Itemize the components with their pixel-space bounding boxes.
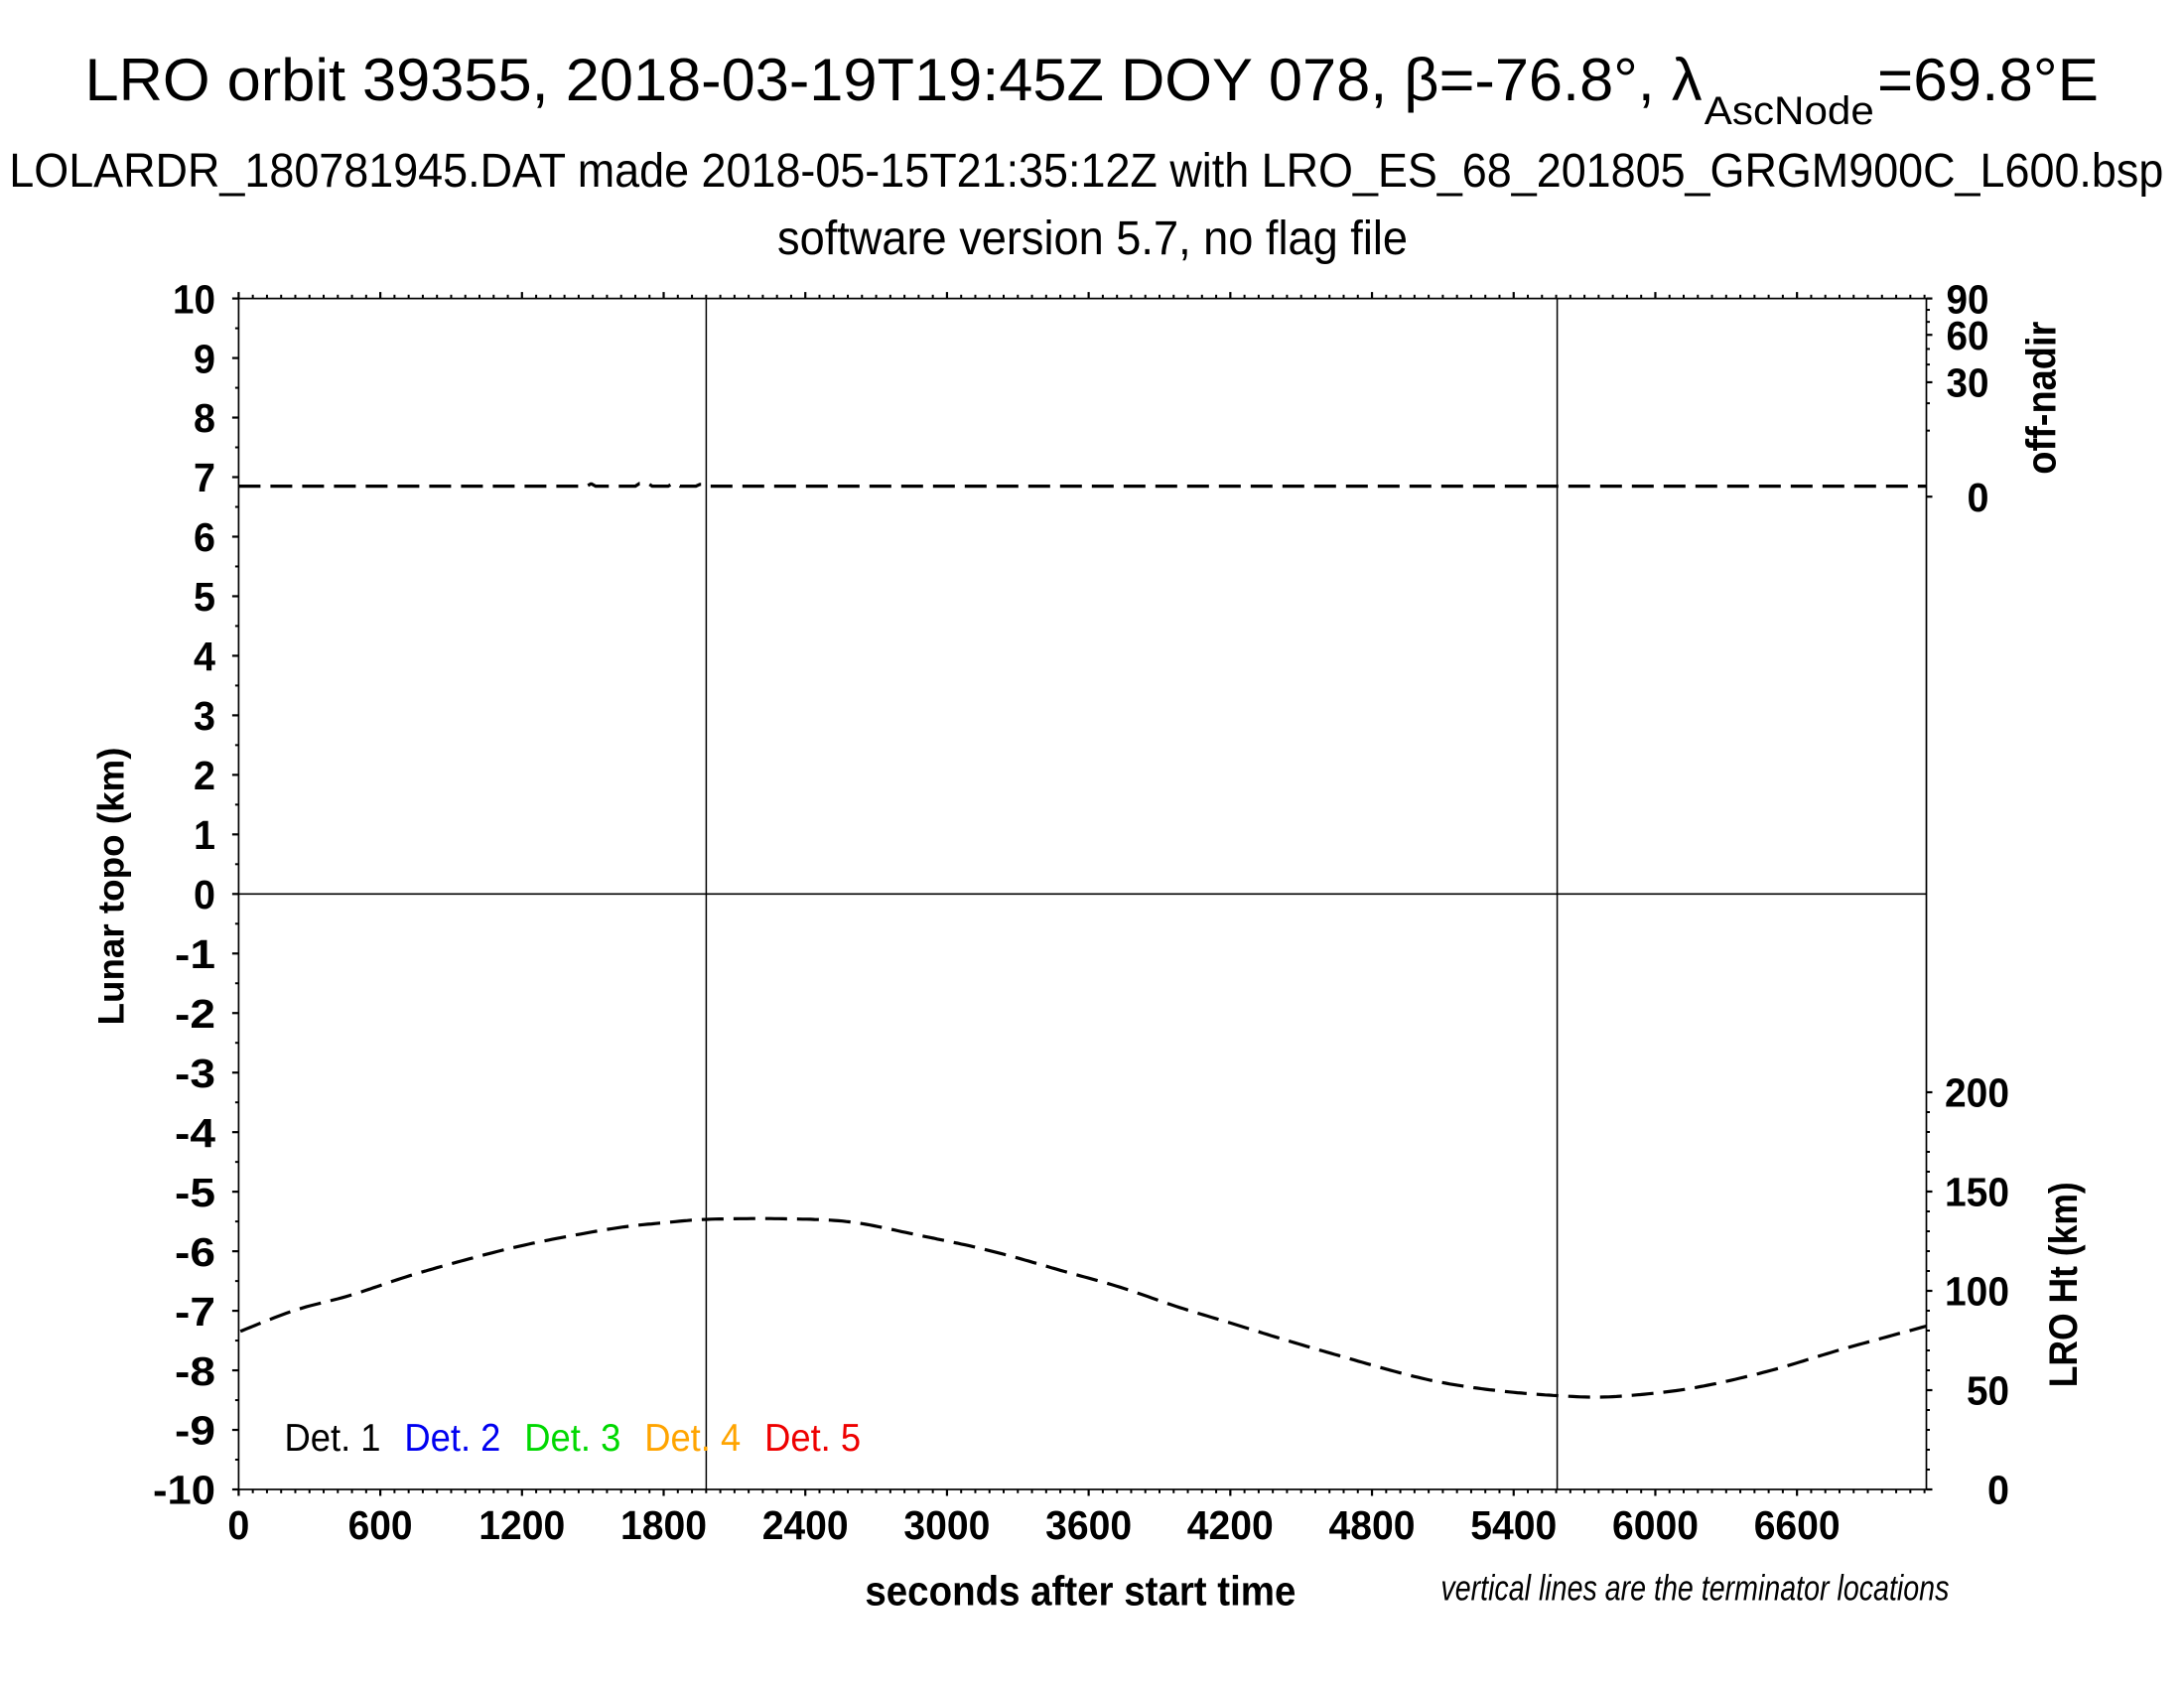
svg-text:0: 0	[194, 872, 215, 917]
svg-text:0: 0	[1987, 1468, 2009, 1513]
svg-text:9: 9	[194, 336, 215, 381]
svg-text:=69.8°E: =69.8°E	[1877, 46, 2099, 113]
svg-text:6600: 6600	[1754, 1502, 1841, 1548]
svg-text:-7: -7	[175, 1289, 215, 1335]
svg-text:-4: -4	[175, 1110, 215, 1156]
svg-text:1800: 1800	[620, 1502, 707, 1548]
svg-text:1200: 1200	[478, 1502, 565, 1548]
svg-text:4: 4	[194, 634, 215, 679]
svg-text:seconds after start time: seconds after start time	[865, 1567, 1296, 1614]
svg-text:600: 600	[348, 1502, 413, 1548]
svg-text:LRO Ht (km): LRO Ht (km)	[2042, 1182, 2086, 1387]
svg-text:2400: 2400	[762, 1502, 849, 1548]
svg-text:-8: -8	[175, 1348, 215, 1394]
svg-text:Det. 2: Det. 2	[404, 1417, 500, 1460]
svg-text:-2: -2	[175, 991, 215, 1037]
svg-text:0: 0	[1968, 475, 1989, 520]
svg-text:200: 200	[1945, 1070, 2009, 1116]
svg-text:Det. 4: Det. 4	[644, 1417, 741, 1460]
svg-text:0: 0	[227, 1502, 249, 1548]
svg-text:Det. 3: Det. 3	[524, 1417, 620, 1460]
svg-text:LOLARDR_180781945.DAT made 201: LOLARDR_180781945.DAT made 2018-05-15T21…	[9, 145, 2163, 198]
svg-text:-1: -1	[175, 931, 215, 977]
svg-text:10: 10	[173, 276, 215, 322]
svg-text:off-nadir: off-nadir	[2017, 322, 2064, 475]
svg-text:Det. 1: Det. 1	[285, 1417, 381, 1460]
svg-text:3: 3	[194, 693, 215, 739]
svg-text:-10: -10	[153, 1468, 215, 1513]
svg-text:vertical lines are the termina: vertical lines are the terminator locati…	[1440, 1568, 1949, 1609]
svg-text:50: 50	[1967, 1368, 2009, 1414]
svg-text:4800: 4800	[1329, 1502, 1416, 1548]
svg-text:30: 30	[1947, 360, 1989, 406]
svg-text:3000: 3000	[903, 1502, 990, 1548]
svg-text:150: 150	[1945, 1170, 2009, 1215]
svg-text:90: 90	[1947, 276, 1989, 322]
svg-text:3600: 3600	[1045, 1502, 1132, 1548]
svg-text:-5: -5	[175, 1170, 215, 1215]
svg-text:Det. 5: Det. 5	[764, 1417, 861, 1460]
svg-text:AscNode: AscNode	[1705, 89, 1874, 133]
svg-text:4200: 4200	[1187, 1502, 1274, 1548]
svg-text:6: 6	[194, 514, 215, 560]
svg-text:5400: 5400	[1470, 1502, 1557, 1548]
svg-text:100: 100	[1945, 1269, 2009, 1315]
svg-text:software version 5.7, no flag: software version 5.7, no flag file	[777, 212, 1408, 265]
svg-text:-3: -3	[175, 1051, 215, 1096]
svg-text:60: 60	[1947, 313, 1989, 358]
svg-text:5: 5	[194, 574, 215, 620]
svg-text:8: 8	[194, 395, 215, 441]
svg-text:-9: -9	[175, 1408, 215, 1454]
svg-text:1: 1	[194, 812, 215, 858]
svg-text:-6: -6	[175, 1229, 215, 1275]
svg-text:Lunar topo (km): Lunar topo (km)	[91, 748, 132, 1026]
svg-text:LRO orbit 39355, 2018-03-19T19: LRO orbit 39355, 2018-03-19T19:45Z DOY 0…	[85, 46, 1703, 113]
svg-text:7: 7	[194, 455, 215, 500]
svg-text:2: 2	[194, 753, 215, 798]
svg-text:6000: 6000	[1612, 1502, 1699, 1548]
